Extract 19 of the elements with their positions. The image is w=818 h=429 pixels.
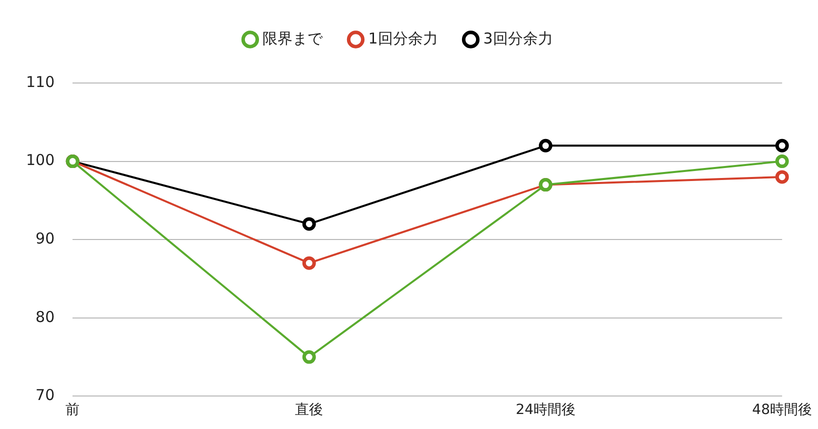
legend-label: 3回分余力 <box>483 29 553 48</box>
legend-label: 1回分余力 <box>368 29 438 48</box>
point <box>775 154 789 168</box>
x-tick-label: 前 <box>66 402 80 418</box>
y-tick-label: 110 <box>26 72 55 91</box>
point <box>775 170 789 184</box>
y-tick-label: 90 <box>36 229 55 248</box>
point <box>302 350 316 364</box>
y-tick-label: 100 <box>26 151 55 170</box>
y-tick-label: 70 <box>36 386 55 404</box>
point <box>302 256 316 270</box>
point <box>538 138 552 152</box>
point <box>775 138 789 152</box>
x-tick-label: 直後 <box>295 402 324 418</box>
y-tick-label: 80 <box>36 308 55 326</box>
legend-label: 限界まで <box>262 29 324 48</box>
x-tick-label: 24時間後 <box>516 402 576 418</box>
x-tick-label: 48時間後 <box>752 402 812 418</box>
point <box>302 217 316 231</box>
